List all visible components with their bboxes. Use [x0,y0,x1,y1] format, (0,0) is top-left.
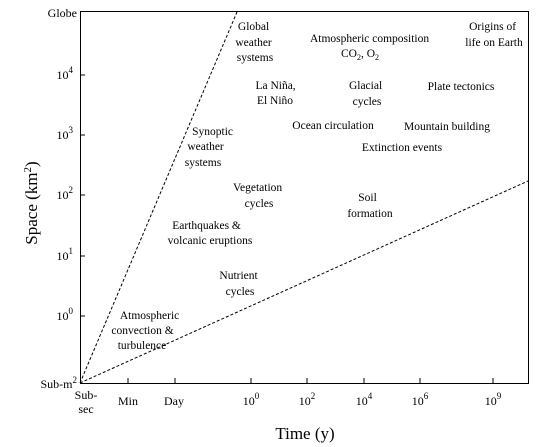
x-tick-label: 106 [412,391,429,408]
x-axis-title: Time (y) [275,424,334,443]
phenomenon-atmospheric-convection-turbulence: Atmospheric convection & turbulence [111,310,182,352]
y-tick-label: 101 [57,246,74,263]
phenomenon-origins-of-life: Origins of life on Earth [465,21,523,49]
y-tick-label: 102 [57,185,74,202]
upper-boundary-line [79,11,238,384]
phenomenon-soil-formation: Soil formation [347,192,393,220]
phenomenon-extinction-events: Extinction events [362,142,443,154]
y-tick-label: Sub-m2 [40,375,77,391]
phenomenon-nutrient-cycles: Nutrient cycles [219,270,260,298]
phenomenon-la-nina-el-nino: La Niña, El Niño [255,80,298,107]
phenomenon-earthquakes-volcanic-eruptions: Earthquakes & volcanic eruptions [168,220,253,247]
lower-boundary-line [79,180,529,384]
x-tick-label: 104 [356,391,373,408]
x-tick-label: Min [118,394,138,408]
x-tick-label: 100 [243,391,260,408]
x-tick-label: Sub-sec [75,388,98,416]
x-tick-label: 102 [299,391,316,408]
phenomenon-ocean-circulation: Ocean circulation [292,120,374,132]
y-axis-title: Space (km2) [22,161,41,244]
phenomenon-atmospheric-composition: Atmospheric composition CO2, O2 [310,33,432,62]
x-axis: Sub-sec Min Day 100 102 104 106 109 [75,378,502,416]
x-tick-label: Day [164,394,184,408]
y-tick-label: 100 [57,306,74,323]
y-tick-label: Globe [48,6,77,20]
y-tick-label: 104 [57,65,74,82]
phenomenon-vegetation-cycles: Vegetation cycles [233,182,285,210]
phenomenon-synoptic-weather-systems: Synoptic weather systems [185,126,236,169]
plot-frame [80,11,529,384]
phenomenon-mountain-building: Mountain building [404,121,490,133]
phenomenon-plate-tectonics: Plate tectonics [428,81,495,93]
phenomenon-global-weather-systems: Global weather systems [235,21,274,64]
y-axis: Sub-m2 100 101 102 103 104 Globe [40,6,85,391]
x-tick-label: 109 [485,391,502,408]
y-tick-label: 103 [57,125,74,142]
phenomenon-glacial-cycles: Glacial cycles [349,80,385,108]
